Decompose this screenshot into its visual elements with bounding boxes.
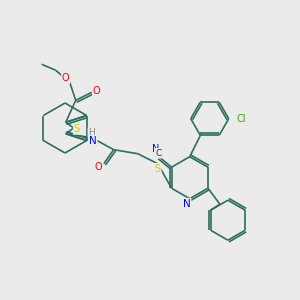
Text: C: C (155, 149, 162, 158)
Text: N: N (152, 144, 159, 154)
Text: O: O (62, 73, 70, 83)
Text: N: N (183, 199, 190, 209)
Text: Cl: Cl (237, 114, 246, 124)
Text: O: O (95, 162, 103, 172)
Text: N: N (89, 136, 97, 146)
Text: S: S (155, 164, 161, 174)
Text: S: S (74, 124, 80, 134)
Text: O: O (93, 86, 100, 96)
Text: H: H (88, 128, 95, 137)
